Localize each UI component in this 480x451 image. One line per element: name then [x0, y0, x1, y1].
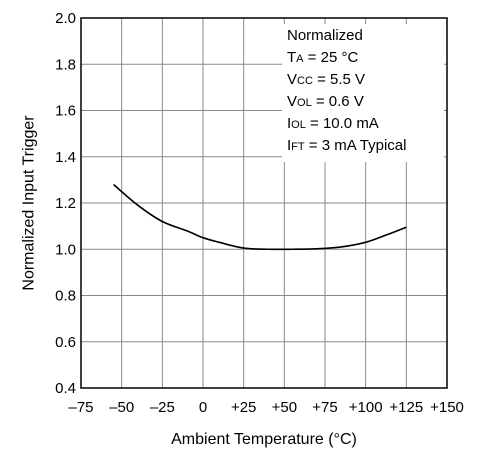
x-tick-labels: –75 –50 –25 0 +25 +50 +75 +100 +125 +150 [68, 399, 463, 416]
y-axis-label: Normalized Input Trigger [21, 115, 38, 291]
y-tick-label: 2.0 [55, 10, 76, 27]
x-tick-label: –75 [68, 399, 93, 416]
y-tick-label: 1.2 [55, 195, 76, 212]
series-group [113, 183, 407, 251]
y-tick-label: 1.4 [55, 149, 76, 166]
y-tick-labels: 0.4 0.6 0.8 1.0 1.2 1.4 1.6 1.8 2.0 [55, 10, 76, 397]
annotation-background [282, 24, 444, 162]
annotation-line: IOL = 10.0 mA [287, 115, 379, 132]
x-axis-label: Ambient Temperature (°C) [171, 431, 357, 448]
annotation-line: Normalized [287, 27, 363, 44]
annotation-line: TA = 25 °C [287, 49, 358, 66]
x-tick-label: +75 [312, 399, 337, 416]
y-tick-label: 0.6 [55, 334, 76, 351]
x-tick-label: 0 [199, 399, 207, 416]
annotation-line: IFT = 3 mA Typical [287, 137, 406, 154]
x-tick-label: +50 [272, 399, 297, 416]
y-tick-label: 0.8 [55, 288, 76, 305]
annotation-box: Normalized TA = 25 °C VCC = 5.5 V VOL = 0.6… [282, 24, 444, 162]
series-line [113, 183, 407, 251]
x-tick-label: +150 [430, 399, 464, 416]
x-tick-label: –50 [109, 399, 134, 416]
x-tick-label: +25 [231, 399, 256, 416]
y-tick-label: 0.4 [55, 380, 76, 397]
plot-frame [80, 17, 448, 389]
annotation-line: VOL = 0.6 V [287, 93, 364, 110]
x-tick-label: –25 [150, 399, 175, 416]
y-tick-label: 1.0 [55, 241, 76, 258]
y-tick-label: 1.8 [55, 56, 76, 73]
x-tick-label: +125 [389, 399, 423, 416]
annotation-line: VCC = 5.5 V [287, 71, 365, 88]
x-tick-label: +100 [349, 399, 383, 416]
y-tick-label: 1.6 [55, 103, 76, 120]
